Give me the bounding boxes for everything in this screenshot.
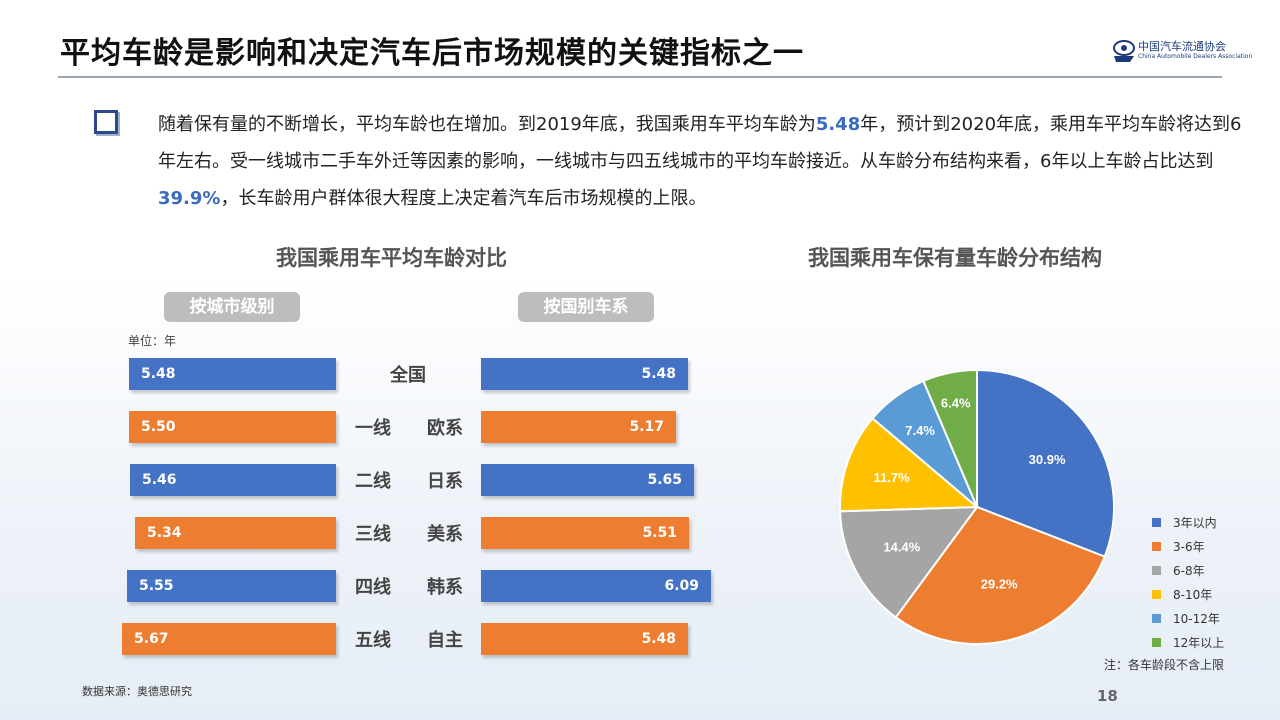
legend-label: 10-12年 (1173, 611, 1220, 626)
brand-origin-label: 自主 (427, 630, 463, 651)
paragraph-part-3: ，长车龄用户群体很大程度上决定着汽车后市场规模的上限。 (220, 188, 707, 209)
city-tier-label: 全国 (390, 365, 426, 386)
legend-swatch (1152, 565, 1161, 575)
city-tier-label: 三线 (355, 524, 391, 545)
pie-slice-label: 30.9% (1029, 452, 1066, 467)
legend-item: 6-8年 (1152, 558, 1224, 582)
legend-item: 10-12年 (1152, 606, 1224, 630)
city-tier-label: 四线 (355, 577, 391, 598)
brand-origin-label: 欧系 (427, 418, 463, 439)
legend-item: 3-6年 (1152, 534, 1224, 558)
logo-text-cn: 中国汽车流通协会 (1138, 40, 1226, 53)
pie-slice-label: 11.7% (874, 470, 911, 485)
city-tier-bar: 5.48 (129, 358, 336, 390)
pie-slice-label: 6.4% (941, 395, 971, 410)
paragraph-highlight-2: 39.9% (158, 188, 221, 209)
bar-chart-title: 我国乘用车平均车龄对比 (276, 246, 507, 270)
brand-origin-bar: 5.51 (481, 517, 689, 549)
bullet-square-icon (94, 110, 118, 134)
pie-legend: 3年以内 3-6年 6-8年 8-10年 10-12年 12年以上 (1152, 510, 1224, 654)
city-tier-label: 五线 (355, 630, 391, 651)
logo-emblem-icon (1113, 40, 1135, 62)
legend-swatch (1152, 541, 1161, 551)
city-tier-bar: 5.55 (127, 570, 336, 602)
pie-slice (839, 416, 980, 513)
legend-label: 3年以内 (1173, 515, 1217, 530)
brand-origin-bar: 5.48 (481, 623, 688, 655)
city-tier-bar: 5.46 (130, 464, 336, 496)
legend-item: 12年以上 (1152, 630, 1224, 654)
pie-chart-title: 我国乘用车保有量车龄分布结构 (808, 246, 1102, 270)
pie-slice-label: 14.4% (883, 540, 920, 555)
pie-slice (894, 505, 1106, 645)
city-tier-bar: 5.50 (129, 411, 336, 443)
pie-slice (922, 368, 978, 508)
paragraph-highlight-1: 5.48 (815, 114, 861, 135)
city-tier-bar: 5.67 (122, 623, 336, 655)
brand-origin-bar: 5.48 (481, 358, 688, 390)
legend-label: 8-10年 (1173, 587, 1213, 602)
pie-note: 注：各车龄段不含上限 (1104, 658, 1225, 672)
paragraph-part-2: 年，预计到2020年底，乘用车平均车龄将达到6年左右。受一线城市二手车外迁等因素… (158, 114, 1242, 172)
unit-label: 单位：年 (128, 334, 177, 348)
legend-label: 12年以上 (1173, 635, 1225, 650)
legend-item: 3年以内 (1152, 510, 1224, 534)
city-tier-pill: 按城市级别 (164, 292, 300, 322)
brand-origin-bar: 5.17 (481, 411, 676, 443)
slide-title: 平均车龄是影响和决定汽车后市场规模的关键指标之一 (60, 36, 804, 71)
legend-swatch (1152, 613, 1161, 623)
brand-origin-label: 日系 (427, 471, 463, 492)
legend-label: 6-8年 (1173, 563, 1205, 578)
legend-swatch (1152, 517, 1161, 527)
data-source: 数据来源：奥德思研究 (82, 685, 192, 698)
brand-origin-label: 韩系 (427, 577, 463, 598)
logo-text-en: China Automobile Dealers Association (1138, 53, 1253, 60)
brand-origin-pill: 按国别车系 (518, 292, 654, 322)
brand-origin-bar: 5.65 (481, 464, 694, 496)
pie-slice-label: 7.4% (905, 423, 935, 438)
legend-swatch (1152, 589, 1161, 599)
summary-paragraph: 随着保有量的不断增长，平均车龄也在增加。到2019年底，我国乘用车平均车龄为5.… (158, 106, 1258, 217)
legend-label: 3-6年 (1173, 539, 1205, 554)
brand-origin-label: 美系 (427, 524, 463, 545)
page-number: 18 (1097, 687, 1118, 705)
city-tier-bar: 5.34 (135, 517, 336, 549)
cada-logo: 中国汽车流通协会 China Automobile Dealers Associ… (1112, 36, 1252, 66)
paragraph-part-1: 随着保有量的不断增长，平均车龄也在增加。到2019年底，我国乘用车平均车龄为 (158, 114, 816, 135)
city-tier-label: 二线 (355, 471, 391, 492)
legend-swatch (1152, 637, 1161, 647)
pie-slice-label: 29.2% (981, 576, 1018, 591)
pie-slice (839, 505, 980, 619)
legend-item: 8-10年 (1152, 582, 1224, 606)
brand-origin-bar: 6.09 (481, 570, 711, 602)
pie-slice (976, 368, 1115, 558)
title-divider (58, 76, 1222, 78)
city-tier-label: 一线 (355, 418, 391, 439)
